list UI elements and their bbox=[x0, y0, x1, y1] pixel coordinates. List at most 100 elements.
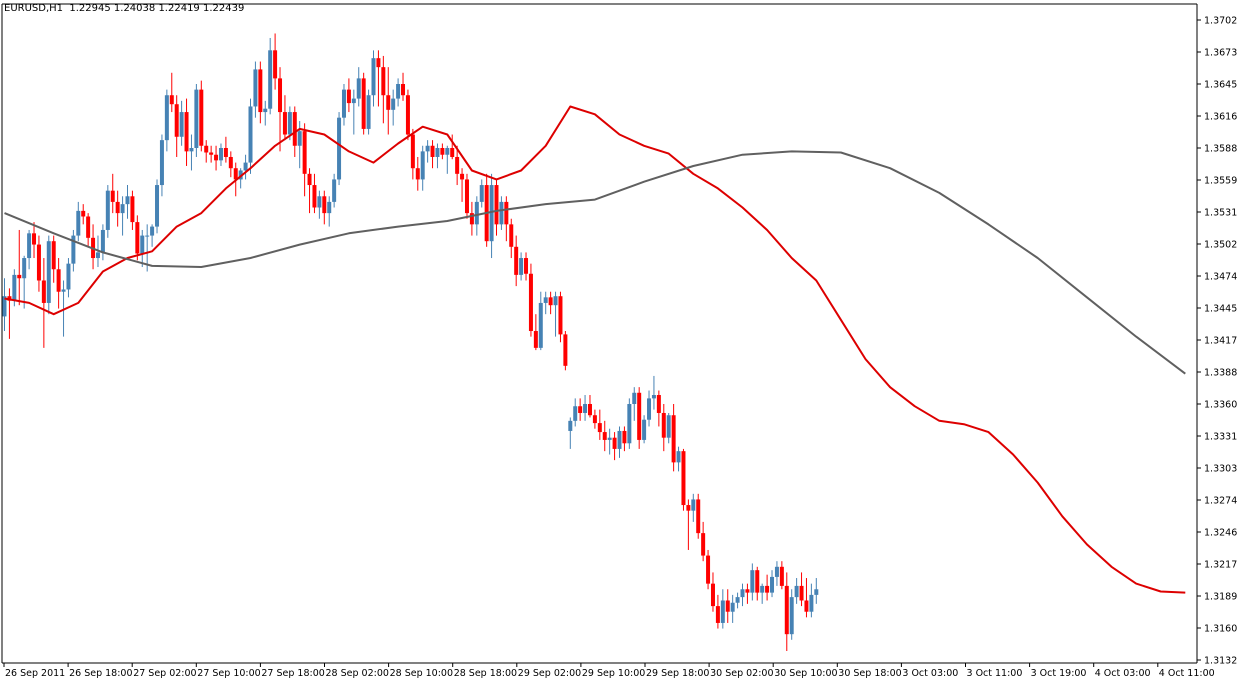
candle-body bbox=[528, 273, 533, 332]
candle bbox=[223, 136, 228, 163]
candle-body bbox=[292, 112, 297, 146]
candle bbox=[351, 89, 356, 135]
y-tick-label: 1.33885 bbox=[1204, 368, 1237, 379]
x-tick-label: 30 Sep 10:00 bbox=[774, 668, 837, 679]
candle-body bbox=[538, 302, 543, 348]
candle-body bbox=[519, 258, 524, 275]
candle-body bbox=[361, 78, 366, 129]
candle-body bbox=[553, 296, 558, 306]
candle bbox=[341, 84, 346, 126]
candle bbox=[804, 578, 809, 618]
candle bbox=[637, 387, 642, 449]
candle-body bbox=[509, 224, 514, 247]
candle bbox=[430, 140, 435, 169]
candle bbox=[770, 570, 775, 598]
candle-body bbox=[238, 170, 243, 180]
candle bbox=[140, 229, 145, 268]
candle bbox=[548, 291, 553, 315]
candle-body bbox=[637, 392, 642, 440]
candle-body bbox=[396, 84, 401, 99]
candle bbox=[730, 594, 735, 623]
candle-body bbox=[789, 597, 794, 635]
candle bbox=[41, 258, 46, 348]
candle-body bbox=[568, 420, 573, 431]
candle-body bbox=[145, 235, 150, 237]
candle-body bbox=[209, 152, 214, 155]
candle bbox=[115, 190, 120, 227]
candle-body bbox=[469, 213, 474, 225]
candle-body bbox=[622, 430, 627, 444]
x-tick-label: 28 Sep 02:00 bbox=[326, 668, 389, 679]
x-tick-label: 27 Sep 18:00 bbox=[261, 668, 324, 679]
candle-body bbox=[760, 585, 765, 593]
candle bbox=[337, 112, 342, 186]
candle-body bbox=[273, 50, 278, 79]
candle-body bbox=[715, 606, 720, 623]
candle-body bbox=[51, 241, 56, 270]
candle-body bbox=[17, 274, 22, 279]
candle-body bbox=[745, 589, 750, 593]
x-tick-label: 4 Oct 11:00 bbox=[1159, 668, 1215, 679]
candle bbox=[302, 123, 307, 197]
candle-body bbox=[425, 145, 430, 152]
x-tick-label: 27 Sep 10:00 bbox=[197, 668, 260, 679]
candle bbox=[647, 390, 652, 427]
candle bbox=[587, 395, 592, 418]
candle-body bbox=[627, 404, 632, 444]
candle-body bbox=[159, 140, 164, 186]
y-tick-label: 1.32175 bbox=[1204, 560, 1237, 571]
candle bbox=[504, 196, 509, 242]
candle bbox=[578, 398, 583, 421]
candle-body bbox=[184, 112, 189, 152]
candle bbox=[710, 572, 715, 612]
candle bbox=[420, 145, 425, 191]
candle bbox=[484, 173, 489, 247]
candle bbox=[519, 252, 524, 281]
candle-body bbox=[76, 210, 81, 236]
candle bbox=[784, 572, 789, 652]
candle-body bbox=[297, 131, 302, 146]
y-tick-label: 1.36735 bbox=[1204, 48, 1237, 59]
y-tick-label: 1.34455 bbox=[1204, 304, 1237, 315]
candle-body bbox=[263, 108, 268, 113]
candle-body bbox=[376, 58, 381, 68]
candle bbox=[725, 589, 730, 623]
candle-body bbox=[612, 437, 617, 449]
candle-body bbox=[169, 95, 174, 105]
y-tick-label: 1.31320 bbox=[1204, 656, 1237, 667]
candle bbox=[238, 168, 243, 189]
candle-body bbox=[573, 406, 578, 421]
candle-body bbox=[401, 84, 406, 96]
candle bbox=[396, 78, 401, 107]
candle-body bbox=[386, 95, 391, 110]
candle bbox=[189, 134, 194, 171]
candle-body bbox=[125, 196, 130, 205]
candle-body bbox=[27, 233, 32, 259]
candle-body bbox=[81, 210, 86, 217]
candle-body bbox=[706, 555, 711, 584]
candle-body bbox=[248, 106, 253, 163]
candle-body bbox=[809, 594, 814, 612]
candle bbox=[760, 583, 765, 604]
candle bbox=[76, 201, 81, 242]
fast-moving-average-line bbox=[4, 105, 1186, 594]
candle bbox=[435, 143, 440, 169]
candle bbox=[71, 229, 76, 272]
candle-body bbox=[86, 216, 91, 238]
candle-body bbox=[2, 296, 7, 317]
y-tick-label: 1.34170 bbox=[1204, 336, 1237, 347]
candle bbox=[676, 446, 681, 472]
candle bbox=[499, 196, 504, 230]
candle bbox=[405, 89, 410, 141]
candle-body bbox=[100, 229, 105, 253]
candle bbox=[179, 100, 184, 146]
candle bbox=[538, 291, 543, 351]
candle-body bbox=[725, 600, 730, 612]
candle bbox=[755, 566, 760, 601]
candle-body bbox=[243, 162, 248, 171]
candle bbox=[509, 218, 514, 259]
candle-body bbox=[558, 296, 563, 335]
candle bbox=[735, 592, 740, 609]
candle bbox=[479, 179, 484, 208]
